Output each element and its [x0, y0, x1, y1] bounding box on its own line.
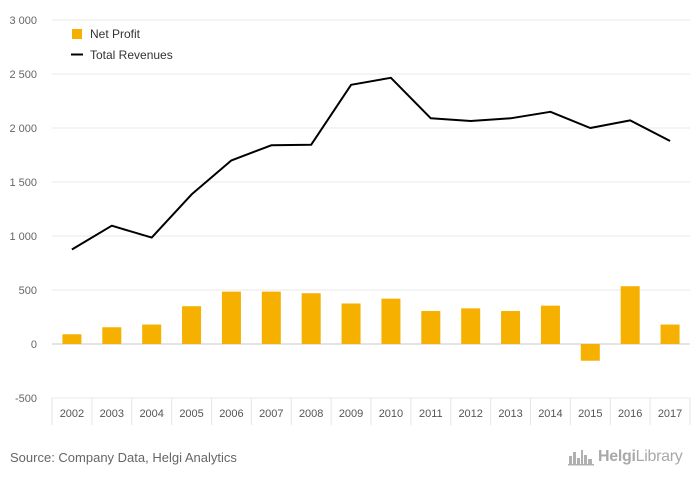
bar-net-profit-2015: [580, 344, 600, 361]
bar-net-profit-2006: [221, 291, 241, 344]
bar-net-profit-2010: [381, 298, 401, 344]
bar-net-profit-2009: [341, 303, 361, 344]
x-tick-label: 2015: [578, 408, 602, 420]
net-profit-bars: [62, 286, 680, 361]
y-axis-ticks: 3 000 2 500 2 000 1 500 1 000 500 0 -500: [9, 15, 37, 405]
x-tick-label: 2002: [60, 408, 84, 420]
legend-swatch-net-profit: [72, 29, 82, 39]
bar-net-profit-2007: [261, 291, 281, 344]
bar-net-profit-2017: [660, 324, 680, 344]
y-tick-label: 2 500: [9, 69, 37, 81]
brand-name-bold: Helgi: [598, 448, 636, 465]
x-tick-label: 2008: [299, 408, 323, 420]
y-tick-label: 2 000: [9, 123, 37, 135]
legend-label-total-revenues: Total Revenues: [90, 48, 173, 62]
y-tick-label: 1 500: [9, 177, 37, 189]
brand-name: HelgiLibrary: [598, 448, 683, 466]
y-tick-label: 0: [31, 339, 37, 351]
bar-net-profit-2002: [62, 334, 82, 344]
bar-net-profit-2005: [182, 306, 202, 344]
x-tick-label: 2016: [618, 408, 642, 420]
line-total-revenues: [71, 76, 671, 251]
bar-net-profit-2008: [301, 293, 321, 344]
city-skyline-icon: [568, 450, 594, 466]
x-tick-label: 2017: [658, 408, 682, 420]
x-tick-label: 2013: [498, 408, 522, 420]
x-tick-label: 2005: [179, 408, 203, 420]
x-tick-label: 2007: [259, 408, 283, 420]
bar-net-profit-2011: [421, 311, 441, 344]
bar-net-profit-2004: [142, 324, 162, 344]
y-tick-label: -500: [15, 393, 37, 405]
x-tick-label: 2010: [379, 408, 403, 420]
x-tick-label: 2009: [339, 408, 363, 420]
x-tick-label: 2012: [458, 408, 482, 420]
brand-name-rest: Library: [635, 448, 683, 465]
brand-logo: HelgiLibrary: [568, 448, 683, 466]
x-tick-label: 2004: [139, 408, 163, 420]
total-revenues-line: [71, 76, 671, 251]
bar-net-profit-2013: [501, 311, 521, 344]
x-tick-label: 2006: [219, 408, 243, 420]
bar-net-profit-2014: [540, 305, 560, 344]
x-tick-label: 2003: [100, 408, 124, 420]
y-tick-label: 3 000: [9, 15, 37, 27]
legend: Net Profit Total Revenues: [71, 27, 173, 62]
x-tick-label: 2011: [419, 408, 443, 420]
bar-net-profit-2003: [102, 327, 122, 344]
y-tick-label: 500: [19, 285, 37, 297]
bar-net-profit-2016: [620, 286, 640, 344]
x-tick-label: 2014: [538, 408, 562, 420]
bar-net-profit-2012: [461, 308, 481, 344]
y-tick-label: 1 000: [9, 231, 37, 243]
legend-label-net-profit: Net Profit: [90, 27, 141, 41]
source-note: Source: Company Data, Helgi Analytics: [10, 450, 237, 465]
x-axis-ticks: 2002 2003 2004 2005 2006 2007 2008 2009 2010 2011…: [51, 398, 691, 425]
